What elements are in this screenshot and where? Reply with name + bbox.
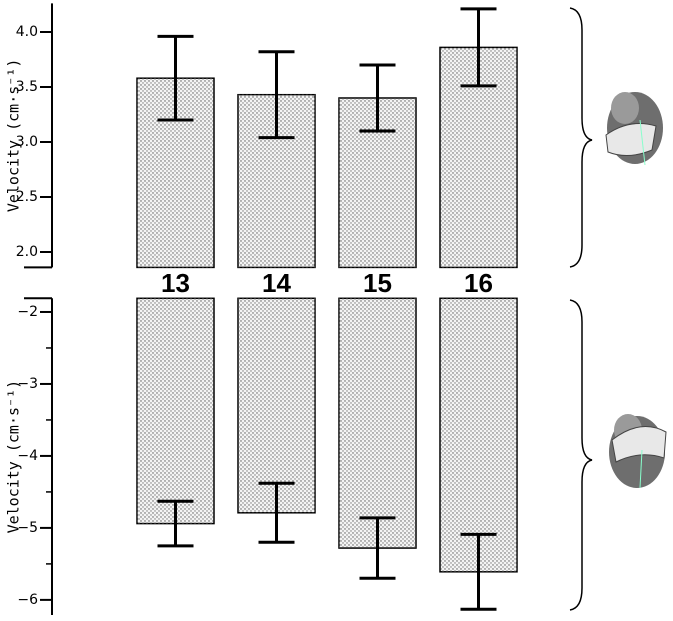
y-tick-label: 4.0: [16, 24, 38, 40]
y-tick-label: 3.5: [16, 79, 38, 95]
heart-icon: [609, 414, 667, 489]
y-tick-label: −6: [17, 592, 38, 608]
brace: [569, 7, 593, 268]
y-axis-label: Velocity (cm·s⁻¹): [5, 59, 23, 213]
y-tick-label: 2.0: [16, 244, 38, 260]
bar: [439, 297, 518, 573]
heart-icon: [605, 92, 663, 166]
y-tick-label: 2.5: [16, 189, 38, 205]
y-axis-label: Velocity (cm·s⁻¹): [5, 380, 23, 534]
bar: [237, 297, 316, 514]
y-tick-label: −5: [17, 520, 38, 536]
brace: [569, 299, 593, 611]
category-label: 14: [262, 268, 291, 298]
y-tick-label: −3: [17, 376, 38, 392]
category-label: 15: [363, 268, 392, 298]
bar: [338, 297, 417, 549]
y-tick-label: −4: [17, 448, 38, 464]
y-tick-label: 3.0: [16, 134, 38, 150]
bar: [136, 297, 215, 525]
y-tick-label: −2: [17, 304, 38, 320]
category-label: 16: [464, 268, 493, 298]
category-label: 13: [161, 268, 190, 298]
